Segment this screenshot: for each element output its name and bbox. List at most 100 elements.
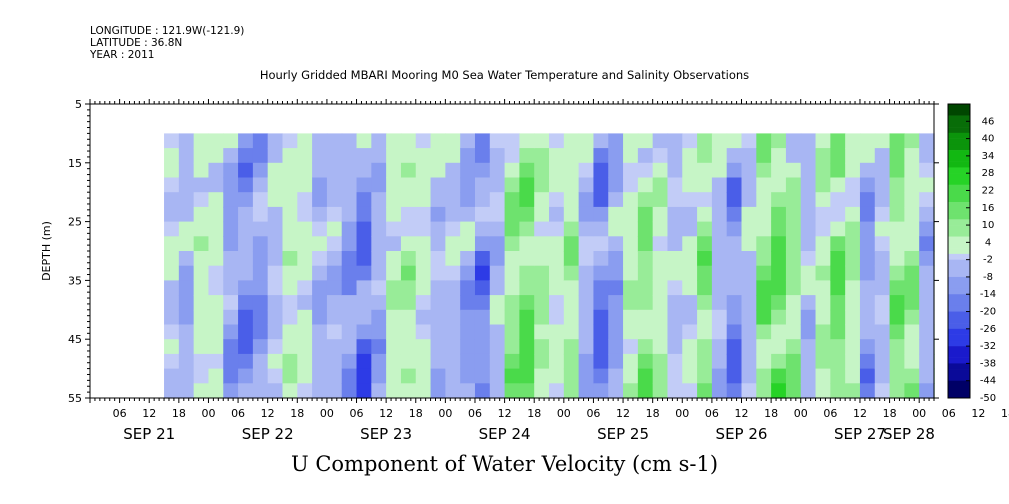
heatmap-cell bbox=[756, 192, 772, 208]
heatmap-cell bbox=[238, 162, 254, 179]
heatmap-cell bbox=[267, 295, 284, 311]
heatmap-cell bbox=[164, 339, 180, 355]
heatmap-cell bbox=[578, 236, 595, 252]
heatmap-cell bbox=[193, 339, 210, 355]
heatmap-cell bbox=[682, 251, 698, 267]
heatmap-cell bbox=[652, 162, 669, 179]
colorbar-band bbox=[948, 305, 970, 312]
x-hour-label: 18 bbox=[527, 407, 541, 420]
colorbar-band bbox=[948, 282, 970, 289]
x-hour-label: 00 bbox=[320, 407, 334, 420]
heatmap-cell bbox=[578, 251, 595, 267]
heatmap-cell bbox=[267, 324, 284, 340]
heatmap-cell bbox=[489, 324, 506, 340]
heatmap-cell bbox=[800, 236, 817, 252]
heatmap-cell bbox=[386, 353, 402, 370]
heatmap-cell bbox=[608, 206, 624, 223]
heatmap-cell bbox=[549, 148, 565, 164]
heatmap-cell bbox=[667, 368, 683, 384]
heatmap-cell bbox=[682, 265, 698, 281]
heatmap-cell bbox=[386, 192, 402, 208]
heatmap-cell bbox=[637, 236, 654, 252]
heatmap-cell bbox=[578, 280, 595, 296]
heatmap-cell bbox=[845, 162, 861, 179]
heatmap-cell bbox=[904, 148, 920, 164]
heatmap-cell bbox=[386, 383, 402, 399]
heatmap-cell bbox=[608, 221, 624, 237]
heatmap-cell bbox=[208, 133, 224, 149]
heatmap-cell bbox=[815, 177, 831, 193]
heatmap-cell bbox=[356, 265, 372, 281]
heatmap-cell bbox=[771, 383, 787, 399]
heatmap-cell bbox=[830, 177, 846, 193]
colorbar-band bbox=[948, 288, 970, 295]
heatmap-cell bbox=[889, 221, 905, 237]
heatmap-cell bbox=[356, 148, 372, 164]
heatmap-cell bbox=[785, 295, 802, 311]
heatmap-cell bbox=[919, 368, 935, 384]
heatmap-cell bbox=[193, 309, 210, 326]
heatmap-cell bbox=[208, 221, 224, 237]
heatmap-cell bbox=[874, 383, 891, 399]
colorbar-band bbox=[948, 357, 970, 364]
x-axis: 06 12 18 00 06 12 18 00 06 12 18 00 06 12 18 00 06 12 18 00… bbox=[89, 99, 1009, 443]
heatmap-cell bbox=[845, 353, 861, 370]
colorbar-band bbox=[948, 213, 970, 220]
heatmap-cell bbox=[711, 309, 728, 326]
x-hour-label: 12 bbox=[142, 407, 156, 420]
heatmap-cell bbox=[297, 339, 313, 355]
heatmap-cell bbox=[386, 280, 402, 296]
heatmap-cell bbox=[549, 221, 565, 237]
heatmap-cell bbox=[711, 339, 728, 355]
heatmap-cell bbox=[504, 295, 521, 311]
heatmap-cell bbox=[593, 236, 609, 252]
heatmap-cell bbox=[223, 251, 239, 267]
heatmap-cell bbox=[178, 324, 195, 340]
heatmap-cell bbox=[223, 339, 239, 355]
heatmap-cell bbox=[623, 368, 639, 384]
heatmap-cell bbox=[415, 206, 432, 223]
heatmap-cell bbox=[282, 206, 298, 223]
heatmap-cell bbox=[534, 206, 550, 223]
heatmap-cell bbox=[608, 251, 624, 267]
heatmap-cell bbox=[682, 177, 698, 193]
x-date-label: SEP 23 bbox=[360, 425, 412, 443]
heatmap-cell bbox=[430, 192, 446, 208]
colorbar-band bbox=[948, 369, 970, 376]
heatmap-cell bbox=[771, 192, 787, 208]
heatmap-cell bbox=[223, 162, 239, 179]
heatmap-cell bbox=[771, 280, 787, 296]
x-hour-label: 18 bbox=[764, 407, 778, 420]
heatmap-cell bbox=[238, 236, 254, 252]
heatmap-cell bbox=[489, 206, 506, 223]
heatmap-cell bbox=[741, 324, 757, 340]
heatmap-cell bbox=[563, 324, 580, 340]
heatmap-cell bbox=[667, 339, 683, 355]
heatmap-cell bbox=[845, 324, 861, 340]
heatmap-cell bbox=[282, 368, 298, 384]
heatmap-cell bbox=[445, 236, 461, 252]
heatmap-cell bbox=[415, 236, 432, 252]
heatmap-cell bbox=[282, 251, 298, 267]
heatmap-cell bbox=[637, 353, 654, 370]
heatmap-cell bbox=[578, 148, 595, 164]
heatmap-cell bbox=[519, 339, 535, 355]
heatmap-cell bbox=[608, 280, 624, 296]
heatmap-cell bbox=[711, 221, 728, 237]
heatmap-cell bbox=[430, 324, 446, 340]
heatmap-cell bbox=[637, 251, 654, 267]
heatmap-cell bbox=[460, 148, 476, 164]
heatmap-cell bbox=[223, 295, 239, 311]
heatmap-cell bbox=[830, 206, 846, 223]
heatmap-cell bbox=[341, 339, 358, 355]
heatmap-cell bbox=[741, 309, 757, 326]
y-tick-label: 25 bbox=[68, 216, 82, 229]
colorbar-band bbox=[948, 144, 970, 151]
heatmap-cell bbox=[341, 236, 358, 252]
heatmap-cell bbox=[741, 206, 757, 223]
heatmap-cells bbox=[164, 133, 935, 399]
colorbar-band bbox=[948, 150, 970, 157]
heatmap-cell bbox=[341, 206, 358, 223]
heatmap-cell bbox=[874, 133, 891, 149]
colorbar-band bbox=[948, 132, 970, 139]
